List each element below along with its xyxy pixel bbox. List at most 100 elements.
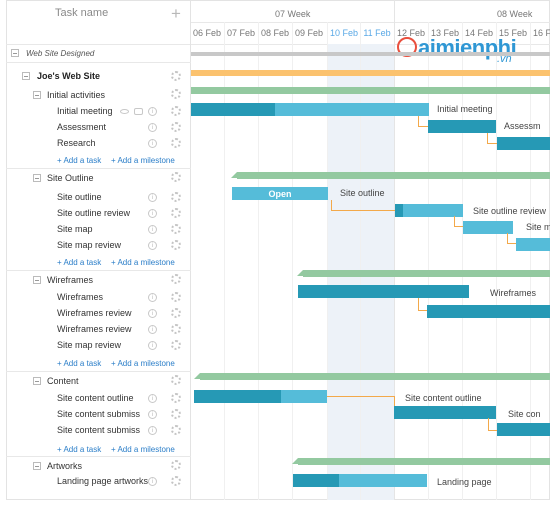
gear-icon[interactable] — [171, 409, 181, 419]
group-label[interactable]: Initial activities — [47, 90, 106, 100]
gear-icon[interactable] — [171, 393, 181, 403]
collapse-icon[interactable] — [22, 72, 30, 80]
info-icon[interactable]: i — [148, 193, 157, 202]
task-label[interactable]: Site map review — [57, 340, 122, 350]
task-label[interactable]: Wireframes — [57, 292, 104, 302]
task-label[interactable]: Site outline review — [57, 208, 131, 218]
gear-icon[interactable] — [171, 240, 181, 250]
group-label[interactable]: Content — [47, 376, 79, 386]
task-bar[interactable] — [395, 204, 463, 217]
task-label[interactable]: Landing page artworks — [57, 476, 149, 486]
collapse-icon[interactable] — [11, 49, 19, 57]
task-bar[interactable] — [232, 187, 328, 200]
week-divider — [191, 22, 550, 23]
info-icon[interactable]: i — [148, 410, 157, 419]
eye-icon[interactable] — [120, 109, 129, 114]
add-task-link[interactable]: + Add a task — [57, 359, 102, 368]
group-summary-bar[interactable] — [237, 172, 550, 179]
add-plus-icon[interactable]: + — [171, 4, 181, 23]
task-label[interactable]: Wireframes review — [57, 324, 132, 334]
task-bar[interactable] — [463, 221, 513, 234]
add-milestone-link[interactable]: + Add a milestone — [111, 258, 175, 267]
collapse-icon[interactable] — [33, 462, 41, 470]
task-bar[interactable] — [516, 238, 550, 251]
gear-icon[interactable] — [171, 122, 181, 132]
collapse-icon[interactable] — [33, 174, 41, 182]
task-label[interactable]: Research — [57, 138, 96, 148]
root-summary-bar[interactable] — [191, 52, 550, 56]
info-icon[interactable]: i — [148, 107, 157, 116]
add-task-link[interactable]: + Add a task — [57, 445, 102, 454]
group-summary-bar[interactable] — [298, 458, 550, 465]
comment-icon[interactable] — [134, 108, 143, 115]
info-icon[interactable]: i — [148, 293, 157, 302]
task-bar[interactable] — [497, 423, 550, 436]
info-icon[interactable]: i — [148, 123, 157, 132]
gear-icon[interactable] — [171, 476, 181, 486]
info-icon[interactable]: i — [148, 309, 157, 318]
task-name-header[interactable]: Task name — [55, 7, 109, 19]
header-divider — [6, 44, 550, 45]
task-bar[interactable] — [298, 285, 469, 298]
gear-icon[interactable] — [171, 308, 181, 318]
task-bar[interactable] — [191, 103, 429, 116]
gear-icon[interactable] — [171, 375, 181, 385]
task-label[interactable]: Initial meeting — [57, 106, 113, 116]
add-milestone-link[interactable]: + Add a milestone — [111, 445, 175, 454]
add-milestone-link[interactable]: + Add a milestone — [111, 359, 175, 368]
gear-icon[interactable] — [171, 460, 181, 470]
gear-icon[interactable] — [171, 71, 181, 81]
info-icon[interactable]: i — [148, 241, 157, 250]
group-label[interactable]: Wireframes — [47, 275, 94, 285]
add-task-link[interactable]: + Add a task — [57, 156, 102, 165]
task-label[interactable]: Site content submiss — [57, 409, 141, 419]
group-label[interactable]: Artworks — [47, 461, 83, 471]
task-bar[interactable] — [497, 137, 550, 150]
task-label[interactable]: Assessment — [57, 122, 107, 132]
info-icon[interactable]: i — [148, 209, 157, 218]
add-task-link[interactable]: + Add a task — [57, 258, 102, 267]
task-bar[interactable] — [428, 120, 496, 133]
task-bar[interactable] — [394, 406, 496, 419]
task-label[interactable]: Site map review — [57, 240, 122, 250]
task-label[interactable]: Wireframes review — [57, 308, 132, 318]
gear-icon[interactable] — [171, 340, 181, 350]
task-label[interactable]: Site content submiss — [57, 425, 141, 435]
group-summary-bar[interactable] — [303, 270, 550, 277]
gear-icon[interactable] — [171, 138, 181, 148]
collapse-icon[interactable] — [33, 276, 41, 284]
gear-icon[interactable] — [171, 208, 181, 218]
collapse-icon[interactable] — [33, 377, 41, 385]
info-icon[interactable]: i — [148, 139, 157, 148]
gear-icon[interactable] — [171, 224, 181, 234]
gear-icon[interactable] — [171, 172, 181, 182]
group-label[interactable]: Site Outline — [47, 173, 94, 183]
info-icon[interactable]: i — [148, 394, 157, 403]
project-summary-bar[interactable] — [191, 70, 550, 76]
task-bar[interactable] — [293, 474, 427, 487]
day-label: 11 Feb — [363, 28, 391, 38]
collapse-icon[interactable] — [33, 91, 41, 99]
group-summary-bar[interactable] — [200, 373, 550, 380]
gear-icon[interactable] — [171, 106, 181, 116]
gear-icon[interactable] — [171, 292, 181, 302]
info-icon[interactable]: i — [148, 225, 157, 234]
info-icon[interactable]: i — [148, 341, 157, 350]
project-label[interactable]: Joe's Web Site — [37, 71, 100, 81]
dependency-connector — [454, 216, 464, 227]
task-label[interactable]: Site outline — [57, 192, 102, 202]
group-summary-bar[interactable] — [191, 87, 550, 94]
task-bar[interactable] — [427, 305, 550, 318]
task-label[interactable]: Site map — [57, 224, 93, 234]
gear-icon[interactable] — [171, 324, 181, 334]
gear-icon[interactable] — [171, 192, 181, 202]
task-bar[interactable] — [194, 390, 327, 403]
gear-icon[interactable] — [171, 425, 181, 435]
info-icon[interactable]: i — [148, 477, 157, 486]
info-icon[interactable]: i — [148, 325, 157, 334]
add-milestone-link[interactable]: + Add a milestone — [111, 156, 175, 165]
task-label[interactable]: Site content outline — [57, 393, 134, 403]
gear-icon[interactable] — [171, 274, 181, 284]
info-icon[interactable]: i — [148, 426, 157, 435]
gear-icon[interactable] — [171, 89, 181, 99]
